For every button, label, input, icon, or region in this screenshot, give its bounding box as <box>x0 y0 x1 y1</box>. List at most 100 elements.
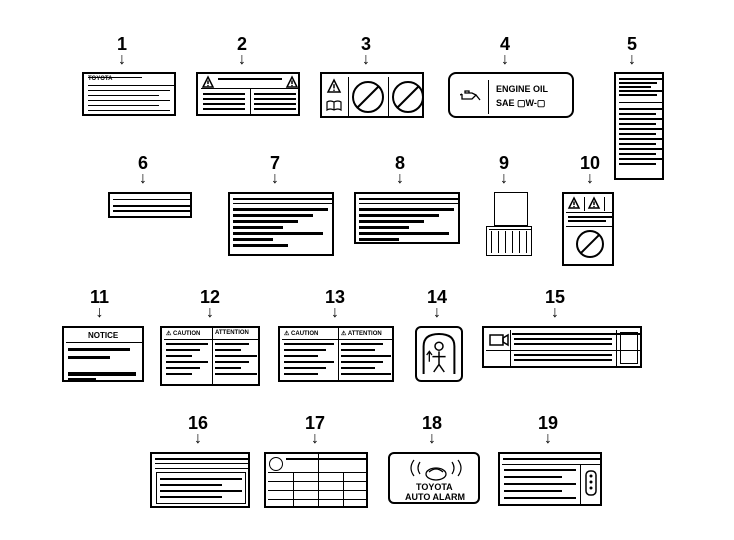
label-plate-5 <box>614 72 664 180</box>
connector-body <box>494 192 528 226</box>
down-arrow-icon: ↓ <box>433 305 441 321</box>
detail-line <box>286 458 366 460</box>
detail-line <box>359 214 439 217</box>
detail-line <box>88 95 159 96</box>
detail-line <box>504 476 562 478</box>
detail-line <box>568 216 612 218</box>
warning-triangle-icon <box>326 78 342 94</box>
detail-line <box>488 80 489 114</box>
detail-line <box>341 349 375 351</box>
label-plate-15 <box>482 326 642 368</box>
detail-line <box>359 203 459 204</box>
detail-line <box>619 102 663 103</box>
detail-line <box>619 82 657 84</box>
label-text: TOYOTA <box>416 482 453 492</box>
label-text: ⚠ ATTENTION <box>341 330 382 337</box>
warning-triangle-icon <box>201 75 215 89</box>
down-arrow-icon: ↓ <box>428 431 436 447</box>
detail-line <box>166 373 192 375</box>
detail-line <box>341 361 383 363</box>
detail-line <box>504 469 576 471</box>
prohibit-icon <box>575 229 605 259</box>
detail-line <box>68 348 130 351</box>
label-plate-13: ⚠ CAUTION ⚠ ATTENTION <box>278 326 394 382</box>
detail-line <box>568 220 606 222</box>
detail-line <box>616 330 617 368</box>
label-text: ⚠ CAUTION <box>284 330 318 337</box>
callout-17: 17↓ <box>305 414 325 447</box>
detail-line <box>318 472 319 508</box>
down-arrow-icon: ↓ <box>118 52 126 68</box>
camera-icon <box>489 332 509 348</box>
label-plate-8 <box>354 192 460 244</box>
detail-line <box>215 355 257 357</box>
prohibit-icon <box>351 80 385 114</box>
open-book-icon <box>326 100 342 112</box>
detail-line <box>619 108 663 110</box>
warning-triangle-icon <box>587 196 601 210</box>
label-text: ATTENTION <box>215 330 249 336</box>
detail-line <box>254 108 296 110</box>
detail-line <box>619 148 663 150</box>
detail-line <box>203 103 245 105</box>
detail-line <box>254 98 296 100</box>
detail-line <box>68 372 136 376</box>
callout-10: 10↓ <box>580 154 600 187</box>
detail-line <box>166 367 200 369</box>
detail-line <box>215 343 249 345</box>
detail-line <box>88 100 170 101</box>
detail-line <box>341 373 391 375</box>
callout-19: 19↓ <box>538 414 558 447</box>
label-plate-11: NOTICE <box>62 326 144 382</box>
detail-line <box>619 143 656 145</box>
label-plate-9 <box>486 192 536 260</box>
label-text: ⚠ CAUTION <box>166 330 200 337</box>
detail-line <box>619 128 663 130</box>
detail-line <box>215 361 249 363</box>
detail-line <box>250 88 251 116</box>
detail-line <box>341 343 383 345</box>
down-arrow-icon: ↓ <box>628 52 636 68</box>
detail-line <box>166 349 200 351</box>
down-arrow-icon: ↓ <box>238 52 246 68</box>
detail-line <box>359 238 399 241</box>
inner-panel <box>156 472 246 504</box>
label-plate-6 <box>108 192 192 218</box>
detail-line <box>619 158 663 160</box>
detail-line <box>504 497 576 499</box>
down-arrow-icon: ↓ <box>331 305 339 321</box>
detail-line <box>514 354 612 356</box>
detail-line <box>491 231 492 253</box>
oil-can-icon <box>460 88 482 102</box>
detail-line <box>512 231 513 253</box>
detail-line <box>584 197 585 211</box>
circle-icon <box>269 457 283 471</box>
callout-2: 2↓ <box>237 35 247 68</box>
detail-line <box>284 355 318 357</box>
callout-14: 14↓ <box>427 288 447 321</box>
callout-5: 5↓ <box>627 35 637 68</box>
detail-line <box>348 77 349 117</box>
detail-line <box>203 108 245 110</box>
callout-1: 1↓ <box>117 35 127 68</box>
detail-line <box>215 373 257 375</box>
detail-line <box>566 212 614 213</box>
down-arrow-icon: ↓ <box>139 171 147 187</box>
detail-line <box>166 361 208 363</box>
detail-line <box>68 378 96 381</box>
detail-line <box>489 229 531 230</box>
detail-line <box>166 355 192 357</box>
detail-line <box>284 367 326 369</box>
detail-line <box>338 328 339 382</box>
detail-line <box>212 328 213 386</box>
detail-line <box>341 367 375 369</box>
down-arrow-icon: ↓ <box>271 171 279 187</box>
label-plate-16 <box>150 452 250 508</box>
detail-line <box>502 464 602 465</box>
detail-line <box>519 231 520 253</box>
detail-line <box>359 226 409 229</box>
detail-line <box>203 98 245 100</box>
detail-line <box>359 232 449 235</box>
detail-line <box>254 93 296 95</box>
detail-line <box>359 220 424 223</box>
